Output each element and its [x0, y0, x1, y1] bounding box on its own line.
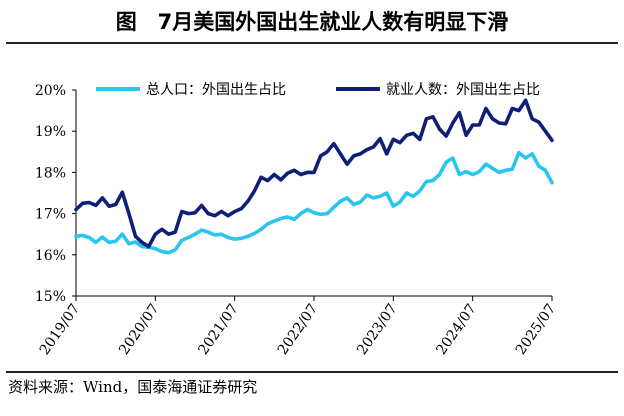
line-chart: 15% 16% 17% 18% 19% 20% 2019/07 2020/07 2021/07 2… [35, 82, 559, 358]
series-line-1 [74, 150, 554, 255]
chart-legend: 总人口：外国出生占比 就业人数：外国出生占比 [96, 82, 540, 98]
legend-label-2: 就业人数：外国出生占比 [386, 82, 540, 98]
series-line-2 [74, 98, 554, 249]
y-tick-label: 19% [35, 124, 66, 140]
y-tick-label: 17% [35, 207, 66, 223]
source-divider [6, 371, 618, 373]
y-tick-label: 15% [35, 289, 66, 305]
x-tick-label: 2019/07 [37, 301, 83, 358]
legend-label-1: 总人口：外国出生占比 [146, 82, 286, 98]
x-tick-label: 2023/07 [354, 301, 400, 358]
series-layer [74, 98, 554, 255]
y-tick-label: 16% [35, 248, 66, 264]
chart-title: 图 7月美国外国出生就业人数有明显下滑 [115, 10, 509, 34]
title-divider [6, 42, 618, 44]
y-tick-label: 18% [35, 165, 66, 181]
x-tick-label: 2022/07 [275, 301, 321, 358]
x-tick-label: 2021/07 [195, 301, 241, 358]
x-tick-label: 2020/07 [116, 301, 162, 358]
x-tick-label: 2024/07 [433, 301, 479, 358]
x-tick-label: 2025/07 [513, 301, 559, 358]
source-note: 资料来源：Wind，国泰海通证券研究 [8, 378, 258, 396]
y-tick-label: 20% [35, 83, 66, 99]
